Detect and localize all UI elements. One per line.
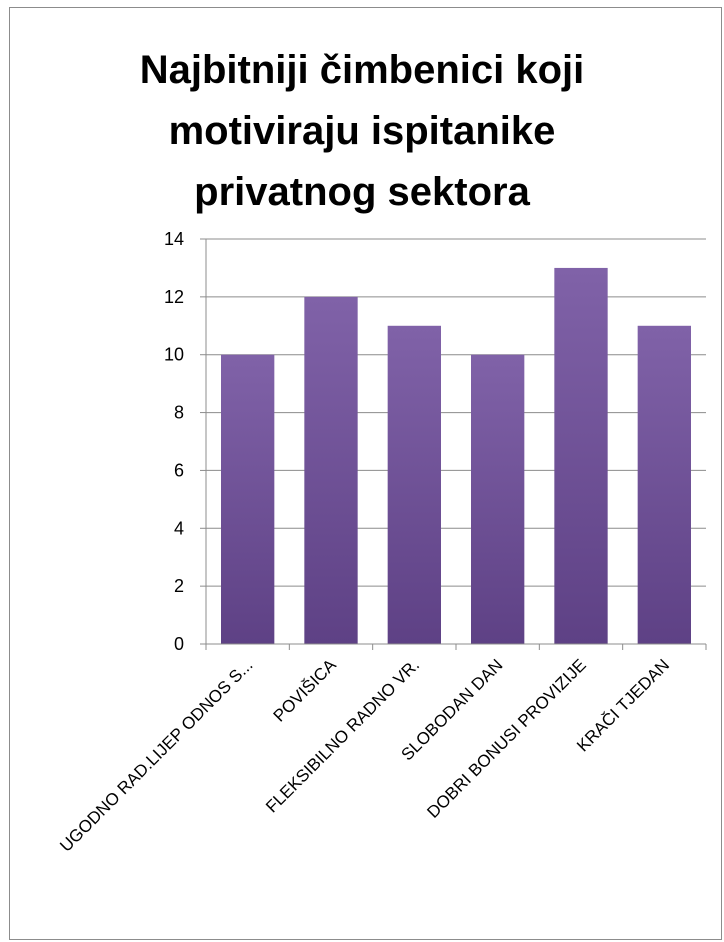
y-tick-label: 2 [174, 576, 184, 596]
y-tick-label: 0 [174, 634, 184, 654]
bars [221, 267, 691, 644]
x-tick-label: FLEKSIBILNO RADNO VR. [262, 655, 423, 816]
y-tick-label: 6 [174, 460, 184, 480]
bar [387, 325, 441, 644]
y-tick-label: 10 [164, 345, 184, 365]
chart-title-line-1: Najbitniji čimbenici koji [139, 48, 585, 92]
chart-title-line-3: privatnog sektora [194, 170, 530, 214]
bar [304, 296, 358, 644]
x-tick-label: POVIŠICA [270, 655, 341, 726]
chart-title-line-2: motiviraju ispitanike [168, 109, 556, 153]
y-tick-label: 12 [164, 287, 184, 307]
x-tick-labels: UGODNO RAD.LIJEP ODNOS S... POVIŠICAFLEKS… [56, 655, 673, 856]
bar [221, 354, 275, 644]
bar [471, 354, 525, 644]
bar [637, 325, 691, 644]
axes [200, 238, 707, 650]
x-tick-label: UGODNO RAD.LIJEP ODNOS S... [56, 655, 256, 855]
x-tick-label: DOBRI BONUSI PROVIZIJE [423, 655, 589, 821]
bar [554, 267, 608, 644]
chart-title: Najbitniji čimbenici koji motiviraju isp… [0, 40, 724, 223]
y-tick-label: 14 [164, 229, 184, 249]
y-tick-labels: 0 2 4 6 8 10 12 14 [164, 229, 184, 654]
y-tick-label: 4 [174, 518, 184, 538]
y-tick-label: 8 [174, 403, 184, 423]
gridlines [206, 238, 706, 587]
